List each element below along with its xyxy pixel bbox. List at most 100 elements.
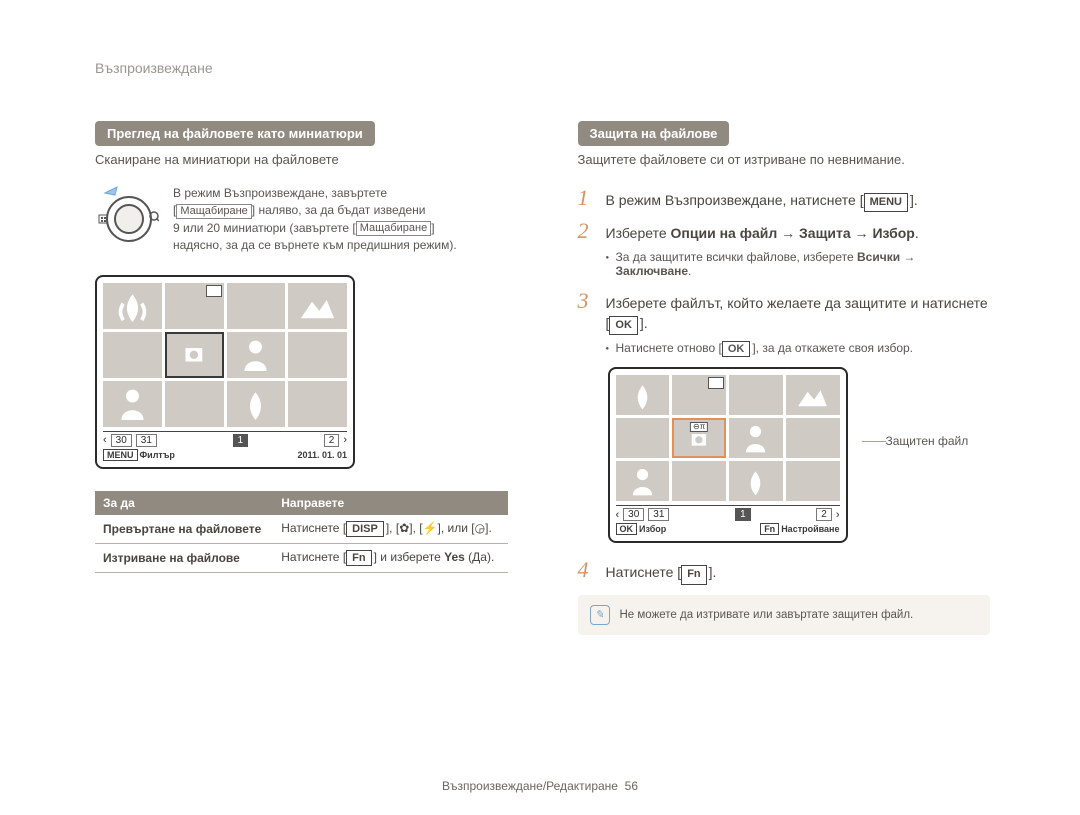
- thumb: [288, 283, 347, 329]
- thumb: [729, 375, 783, 415]
- screen-bar-right: ‹ 30 31 1 2 ›: [616, 505, 840, 521]
- bar-num: 2: [816, 508, 832, 521]
- menu-button-label: MENU: [864, 193, 908, 212]
- thumb: [786, 418, 840, 458]
- setup-label: Настройване: [781, 524, 839, 534]
- thumb: [227, 332, 286, 378]
- thumbnail-grid-left: [103, 283, 347, 427]
- screen-date: 2011. 01. 01: [297, 450, 347, 460]
- thumb: [729, 461, 783, 501]
- right-subtitle: Защитете файловете си от изтриване по не…: [578, 152, 991, 167]
- print-badge-icon: [206, 285, 222, 297]
- select-label: Избор: [639, 524, 666, 534]
- ok-button-label: OK: [609, 316, 638, 335]
- step-1: 1 В режим Възпроизвеждане, натиснете [ME…: [578, 185, 991, 212]
- table-h2: Направете: [273, 491, 507, 515]
- prev-arrow-icon: ‹: [616, 509, 620, 521]
- step-number: 1: [578, 185, 596, 211]
- ok-button-label: OK: [616, 523, 638, 535]
- row2-action: Изтриване на файлове: [95, 543, 273, 572]
- step-number: 4: [578, 557, 596, 583]
- next-arrow-icon: ›: [836, 509, 840, 521]
- table-h1: За да: [95, 491, 273, 515]
- dial-line2b: наляво, за да бъдат изведени: [255, 203, 425, 217]
- thumb: [288, 381, 347, 427]
- prev-arrow-icon: ‹: [103, 434, 107, 446]
- fn-button-label: Fn: [346, 550, 371, 566]
- dial-line3a: 9 или 20 миниатюри (завъртете: [173, 221, 352, 235]
- row2-do: Натиснете [Fn] и изберете Yes (Да).: [273, 543, 507, 572]
- thumb: [288, 332, 347, 378]
- screen-status-right: OKИзбор FnНастройване: [616, 523, 840, 535]
- thumb: [786, 461, 840, 501]
- step-number: 2: [578, 218, 596, 244]
- next-arrow-icon: ›: [343, 434, 347, 446]
- bar-num: 30: [623, 508, 644, 521]
- print-badge-icon: [708, 377, 724, 389]
- note-box: ✎ Не можете да изтривате или завъртате з…: [578, 595, 991, 635]
- row1-action: Превъртане на файловете: [95, 515, 273, 544]
- timer-icon: ◶: [475, 521, 485, 535]
- zoom-label-1: Мащабиране: [176, 204, 251, 219]
- bar-num-active: 1: [735, 508, 751, 521]
- table-row: Превъртане на файловете Натиснете [DISP]…: [95, 515, 508, 544]
- step-3: 3 Изберете файлът, който желаете да защи…: [578, 288, 991, 335]
- thumb: [103, 332, 162, 378]
- screen-status-left: MENUФилтър 2011. 01. 01: [103, 449, 347, 461]
- thumb-protected: ⊖π: [672, 418, 726, 458]
- lock-icon: ⊖π: [690, 422, 708, 432]
- fn-button-label: Fn: [760, 523, 779, 535]
- step-2: 2 Изберете Опции на файл → Защита → Избо…: [578, 218, 991, 244]
- right-section-header: Защита на файлове: [578, 121, 730, 146]
- thumb: [165, 381, 224, 427]
- step-3-sub: Натиснете отново [OK], за да откажете св…: [606, 341, 991, 357]
- thumb: [729, 418, 783, 458]
- bar-num: 2: [324, 434, 340, 447]
- info-icon: ✎: [590, 605, 610, 625]
- actions-table: За да Направете Превъртане на файловете …: [95, 491, 508, 573]
- thumb: [616, 418, 670, 458]
- thumb-selected: [165, 332, 224, 378]
- bar-num-active: 1: [233, 434, 249, 447]
- thumbnails-screen-left: ‹ 30 31 1 2 › MENUФилтър 2011. 01. 01: [95, 275, 355, 469]
- breadcrumb: Възпроизвеждане: [95, 60, 990, 76]
- bar-num: 31: [648, 508, 669, 521]
- thumb: [227, 283, 286, 329]
- zoom-label-2: Мащабиране: [356, 221, 431, 236]
- thumb: [103, 381, 162, 427]
- table-row: Изтриване на файлове Натиснете [Fn] и из…: [95, 543, 508, 572]
- fn-button-label: Fn: [681, 565, 706, 584]
- bar-num: 31: [136, 434, 157, 447]
- dial-line4: надясно, за да се върнете към предишния …: [173, 238, 457, 252]
- thumb: [616, 461, 670, 501]
- thumb: [103, 283, 162, 329]
- flash-icon: ⚡: [423, 521, 438, 535]
- step-number: 3: [578, 288, 596, 314]
- step-2-sub: За да защитите всички файлове, изберете …: [606, 250, 991, 278]
- thumbnails-screen-right: ⊖π ‹ 30 31 1 2 ›: [608, 367, 848, 543]
- thumb: [616, 375, 670, 415]
- note-text: Не можете да изтривате или завъртате защ…: [620, 609, 914, 621]
- thumb: [227, 381, 286, 427]
- thumbnail-grid-right: ⊖π: [616, 375, 840, 501]
- filter-label: Филтър: [140, 450, 175, 460]
- callout-line: [862, 441, 886, 442]
- zoom-dial-icon: [95, 185, 159, 254]
- screen-bar-left: ‹ 30 31 1 2 ›: [103, 431, 347, 447]
- flower-icon: ✿: [399, 521, 409, 535]
- thumb: [165, 283, 224, 329]
- left-column: Преглед на файловете като миниатюри Скан…: [95, 121, 508, 635]
- step-4: 4 Натиснете [Fn].: [578, 557, 991, 584]
- disp-button-label: DISP: [346, 521, 384, 537]
- right-column: Защита на файлове Защитете файловете си …: [578, 121, 991, 635]
- left-section-header: Преглед на файловете като миниатюри: [95, 121, 375, 146]
- thumb: [672, 461, 726, 501]
- page-footer: Възпроизвеждане/Редактиране 56: [0, 779, 1080, 793]
- left-subtitle: Сканиране на миниатюри на файловете: [95, 152, 508, 167]
- ok-button-label: OK: [722, 341, 751, 357]
- bar-num: 30: [111, 434, 132, 447]
- callout-label: Защитен файл: [886, 434, 969, 448]
- menu-button-label: MENU: [103, 449, 138, 461]
- row1-do: Натиснете [DISP], [✿], [⚡], или [◶].: [273, 515, 507, 544]
- dial-line1: В режим Възпроизвеждане, завъртете: [173, 186, 387, 200]
